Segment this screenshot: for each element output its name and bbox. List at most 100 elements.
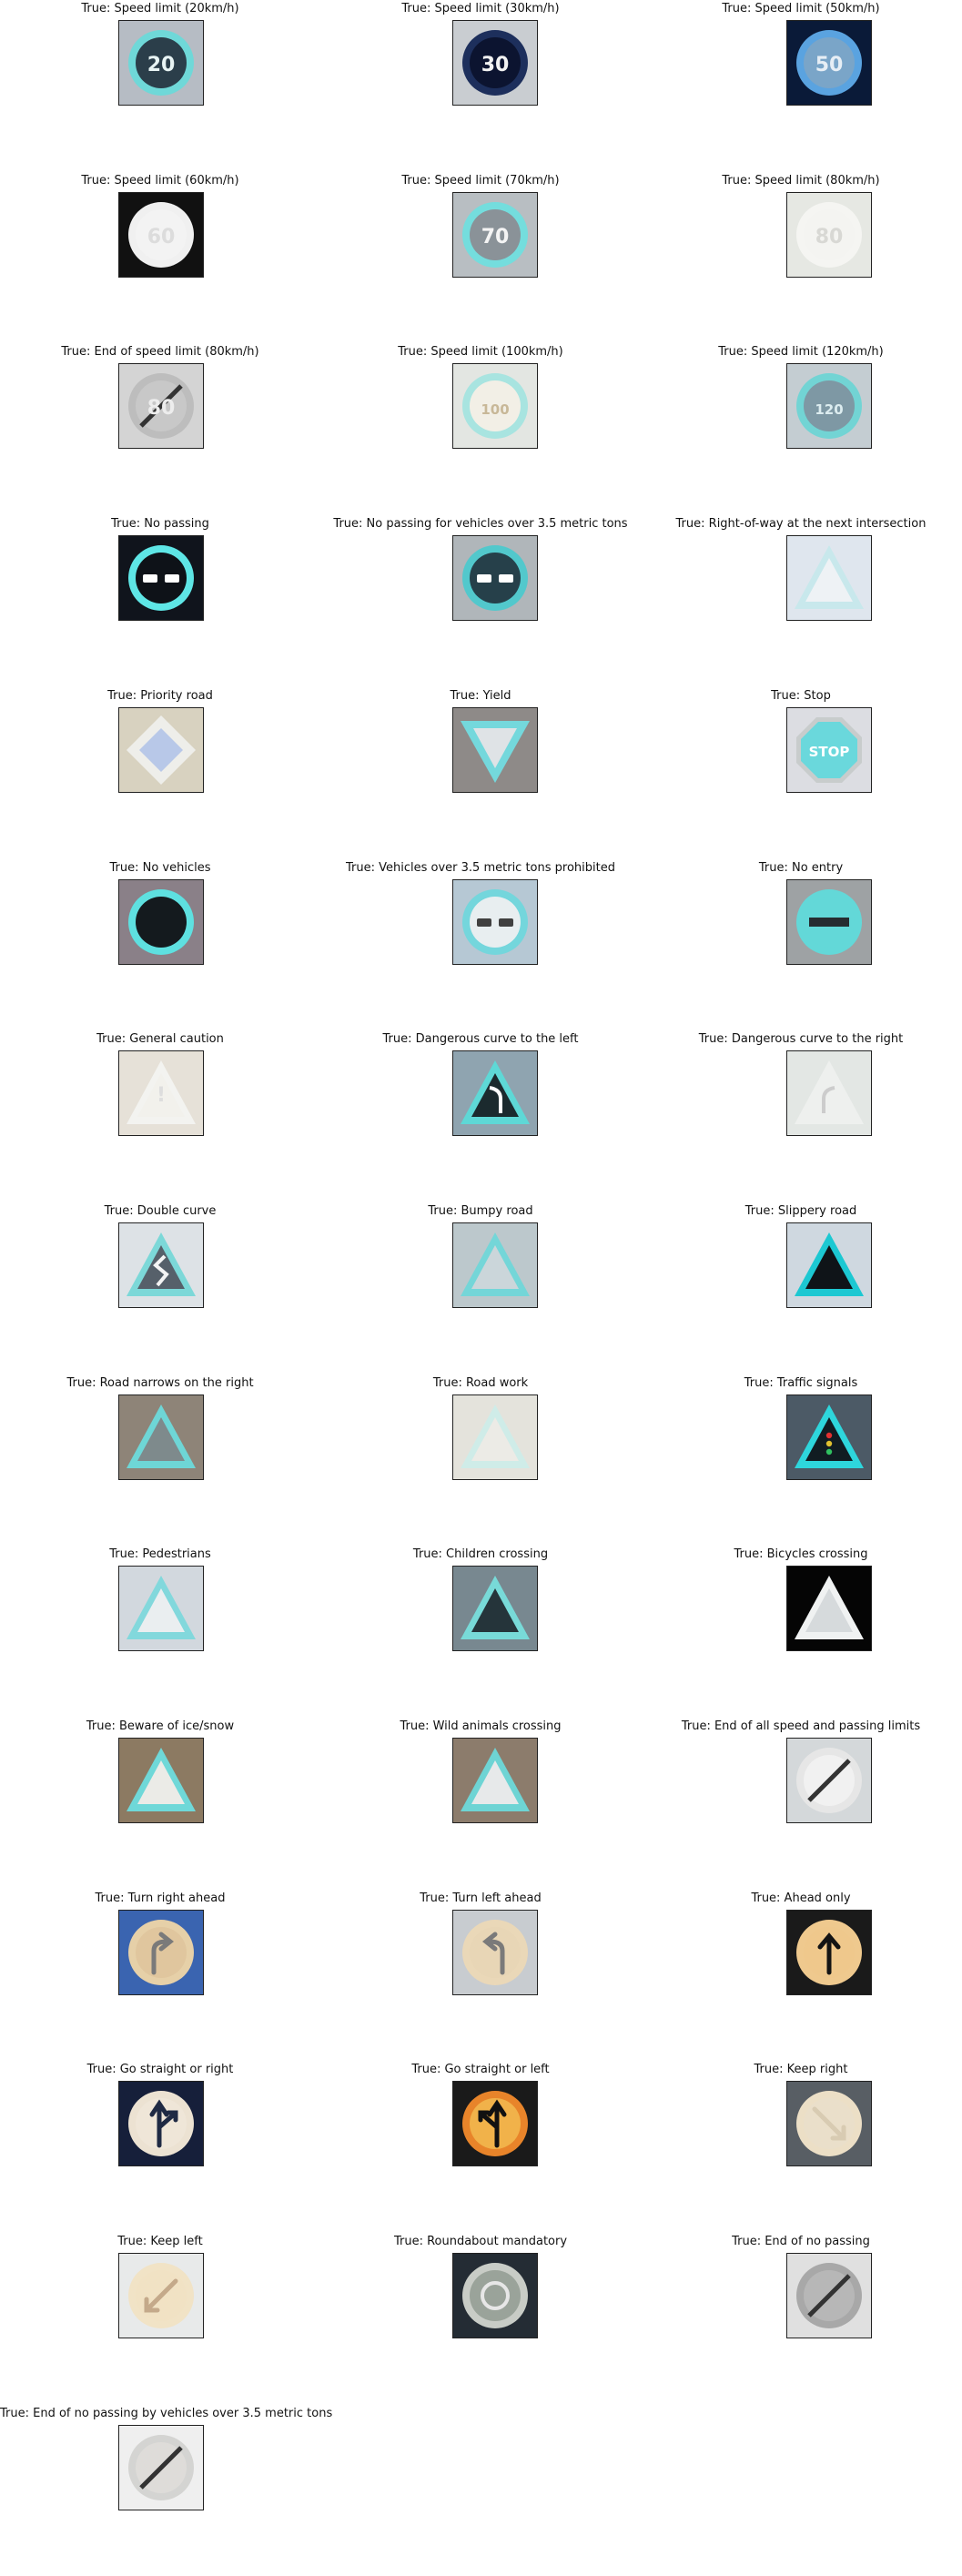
sign-glyph-text: 100 — [481, 401, 509, 418]
sign-cell: True: Traffic signals — [641, 1374, 961, 1546]
arrow-glyph — [817, 1932, 841, 1975]
sign-glyph-text: 60 — [147, 226, 176, 248]
sign-face — [137, 1073, 185, 1117]
sign-title: True: Speed limit (50km/h) — [722, 2, 880, 15]
sign-glyph-text: 80 — [147, 397, 176, 420]
sign-bar — [809, 918, 849, 927]
sign-image — [787, 1911, 871, 1994]
car-glyph — [499, 574, 513, 583]
sign-title: True: Stop — [771, 689, 831, 703]
sign-cell: True: End of speed limit (80km/h) 80 — [0, 343, 320, 514]
curve-glyph — [489, 1086, 502, 1113]
sign-face — [139, 728, 183, 772]
sign-title: True: Bicycles crossing — [734, 1547, 868, 1561]
sign-title: True: Speed limit (80km/h) — [722, 174, 880, 188]
sign-face — [471, 1588, 519, 1632]
sign-face — [470, 553, 521, 603]
sign-face — [471, 1417, 519, 1461]
car-glyph — [165, 574, 179, 583]
sign-title: True: Keep right — [754, 2063, 848, 2076]
sign-image — [453, 1739, 537, 1822]
sign-title: True: Ahead only — [751, 1891, 851, 1905]
sign-title: True: Dangerous curve to the left — [382, 1032, 579, 1046]
sign-image: 120 — [787, 364, 871, 448]
sign-face — [137, 1417, 185, 1461]
sign-face — [471, 1245, 519, 1289]
car-glyph — [477, 918, 491, 927]
slash-line — [807, 1759, 851, 1802]
sign-image — [787, 2082, 871, 2165]
sign-thumbnail — [118, 1566, 204, 1651]
sign-image — [119, 536, 203, 620]
sign-title: True: Turn right ahead — [95, 1891, 226, 1905]
sign-face — [801, 722, 857, 778]
sign-image: 100 — [453, 364, 537, 448]
sign-cell: True: Turn left ahead — [320, 1890, 641, 2061]
sign-title: True: Road work — [432, 1376, 529, 1390]
light-dot — [825, 1432, 833, 1439]
sign-cell: True: Wild animals crossing — [320, 1718, 641, 1889]
sign-cell: True: Go straight or left — [320, 2061, 641, 2232]
sign-face — [805, 558, 853, 602]
sign-face — [805, 1073, 853, 1117]
sign-face — [804, 380, 855, 431]
sign-cell: True: No passing — [0, 515, 320, 686]
sign-thumbnail: 80 — [118, 363, 204, 449]
sign-thumbnail — [118, 2081, 204, 2166]
sign-face — [470, 380, 521, 431]
sign-face — [470, 209, 521, 260]
sign-face — [805, 1417, 853, 1461]
light-dot — [825, 1448, 833, 1455]
sign-title: True: Pedestrians — [109, 1547, 211, 1561]
slash-line — [139, 384, 183, 428]
sign-thumbnail — [118, 1910, 204, 1995]
sign-image — [119, 2426, 203, 2510]
sign-title: True: Yield — [450, 689, 511, 703]
sign-face — [471, 1760, 519, 1804]
sign-thumbnail — [452, 535, 538, 621]
sign-thumbnail: 120 — [786, 363, 872, 449]
sign-face — [805, 1245, 853, 1289]
sign-title: True: Bumpy road — [428, 1204, 533, 1218]
sign-cell: True: Speed limit (70km/h) 70 — [320, 172, 641, 343]
sign-image — [453, 1051, 537, 1135]
sign-cell: True: Pedestrians — [0, 1546, 320, 1717]
roundabout-glyph — [481, 2281, 510, 2310]
sign-title: True: Go straight or right — [86, 2063, 234, 2076]
sign-thumbnail — [786, 1566, 872, 1651]
sign-cell: True: Speed limit (120km/h) 120 — [641, 343, 961, 514]
sign-thumbnail — [118, 1394, 204, 1480]
sign-title: True: Dangerous curve to the right — [698, 1032, 904, 1046]
sign-thumbnail — [786, 535, 872, 621]
sign-glyph-text: 70 — [481, 226, 510, 248]
arrow-glyph — [481, 1932, 505, 1975]
sign-title: True: Speed limit (70km/h) — [401, 174, 560, 188]
sign-image — [453, 708, 537, 792]
sign-title: True: End of no passing — [732, 2235, 870, 2248]
sign-title: True: Roundabout mandatory — [393, 2235, 568, 2248]
sign-image — [119, 880, 203, 964]
sign-glyph-text: 20 — [147, 54, 176, 76]
sign-thumbnail — [452, 2253, 538, 2338]
sign-thumbnail: 50 — [786, 20, 872, 106]
car-glyph — [499, 918, 513, 927]
sign-cell: True: Go straight or right — [0, 2061, 320, 2232]
sign-title: True: Traffic signals — [744, 1376, 858, 1390]
sign-cell: True: Speed limit (100km/h) 100 — [320, 343, 641, 514]
sign-cell: True: Speed limit (60km/h) 60 — [0, 172, 320, 343]
sign-cell: True: Speed limit (50km/h) 50 — [641, 0, 961, 171]
sign-thumbnail: 20 — [118, 20, 204, 106]
sign-thumbnail — [452, 707, 538, 793]
sign-thumbnail — [118, 707, 204, 793]
sign-image — [119, 1739, 203, 1822]
sign-face — [804, 209, 855, 260]
sign-title: True: Speed limit (120km/h) — [718, 345, 884, 359]
sign-thumbnail — [786, 879, 872, 965]
sign-thumbnail — [786, 2253, 872, 2338]
sign-thumbnail — [452, 1566, 538, 1651]
sign-glyph-text: ! — [157, 1084, 166, 1107]
sign-cell: True: Speed limit (80km/h) 80 — [641, 172, 961, 343]
sign-image — [119, 1911, 203, 1994]
sign-face — [137, 1760, 185, 1804]
sign-image — [119, 1395, 203, 1479]
